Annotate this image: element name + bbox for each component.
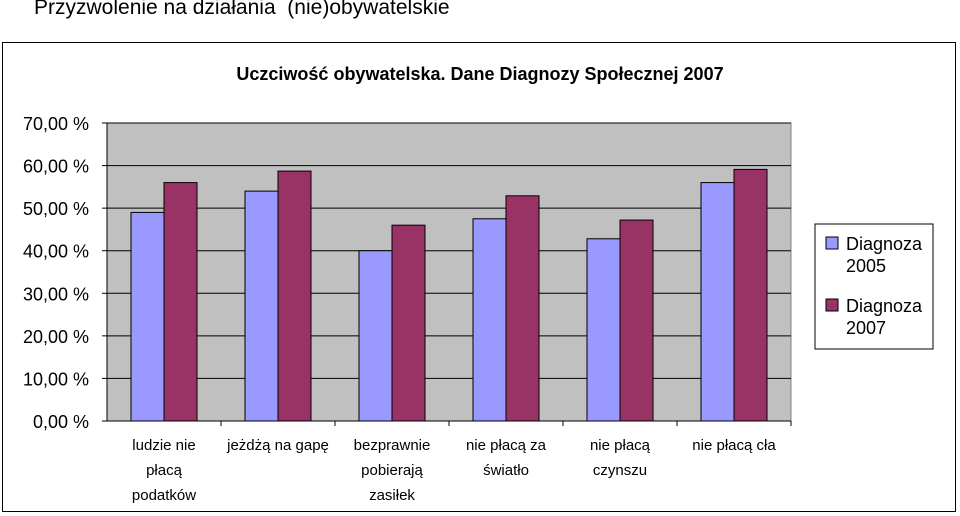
legend-label: Diagnoza	[846, 296, 923, 316]
bar-2005	[130, 211, 165, 422]
page-title: Przyzwolenie na działania (nie)obywatels…	[34, 0, 450, 19]
bar-2007	[505, 195, 540, 422]
legend-label: Diagnoza	[846, 234, 923, 254]
legend-box	[814, 223, 934, 350]
plot-area	[106, 122, 792, 422]
bar-2005	[700, 182, 735, 422]
y-tick-label: 70,00 %	[23, 114, 89, 134]
x-tick-label: jeżdżą na gapę	[226, 437, 329, 454]
bar-2005	[472, 218, 507, 422]
x-tick-label: zasiłek	[369, 487, 415, 504]
bar-2007	[163, 182, 198, 422]
y-tick-label: 60,00 %	[23, 157, 89, 177]
bar-2005	[358, 250, 393, 422]
x-tick-label: światło	[483, 462, 529, 479]
bar-2005	[244, 190, 279, 422]
bar-2007	[619, 219, 654, 422]
x-tick-label: ludzie nie	[132, 437, 195, 454]
x-tick-label: podatków	[132, 487, 196, 504]
legend-swatch-2007	[825, 298, 839, 312]
legend-swatch-2005	[825, 236, 839, 250]
y-tick-label: 50,00 %	[23, 199, 89, 219]
y-tick-label: 10,00 %	[23, 369, 89, 389]
x-tick-label: płacą	[146, 462, 183, 479]
x-tick-label: nie płacą cła	[692, 437, 776, 454]
bar-2007	[391, 224, 426, 422]
x-tick-label: nie płacą	[590, 437, 651, 454]
legend-label: 2007	[846, 318, 886, 338]
x-tick-label: czynszu	[593, 462, 647, 479]
chart-title: Uczciwość obywatelska. Dane Diagnozy Spo…	[236, 64, 723, 84]
y-tick-label: 0,00 %	[33, 412, 89, 432]
bar-2007	[733, 168, 768, 422]
x-tick-label: bezprawnie	[354, 437, 431, 454]
y-tick-label: 20,00 %	[23, 327, 89, 347]
y-tick-label: 40,00 %	[23, 242, 89, 262]
y-tick-label: 30,00 %	[23, 284, 89, 304]
legend-label: 2005	[846, 256, 886, 276]
x-tick-label: nie płacą za	[466, 437, 547, 454]
x-tick-label: pobierają	[361, 462, 423, 479]
bar-2007	[277, 170, 312, 422]
bar-2005	[586, 238, 621, 422]
